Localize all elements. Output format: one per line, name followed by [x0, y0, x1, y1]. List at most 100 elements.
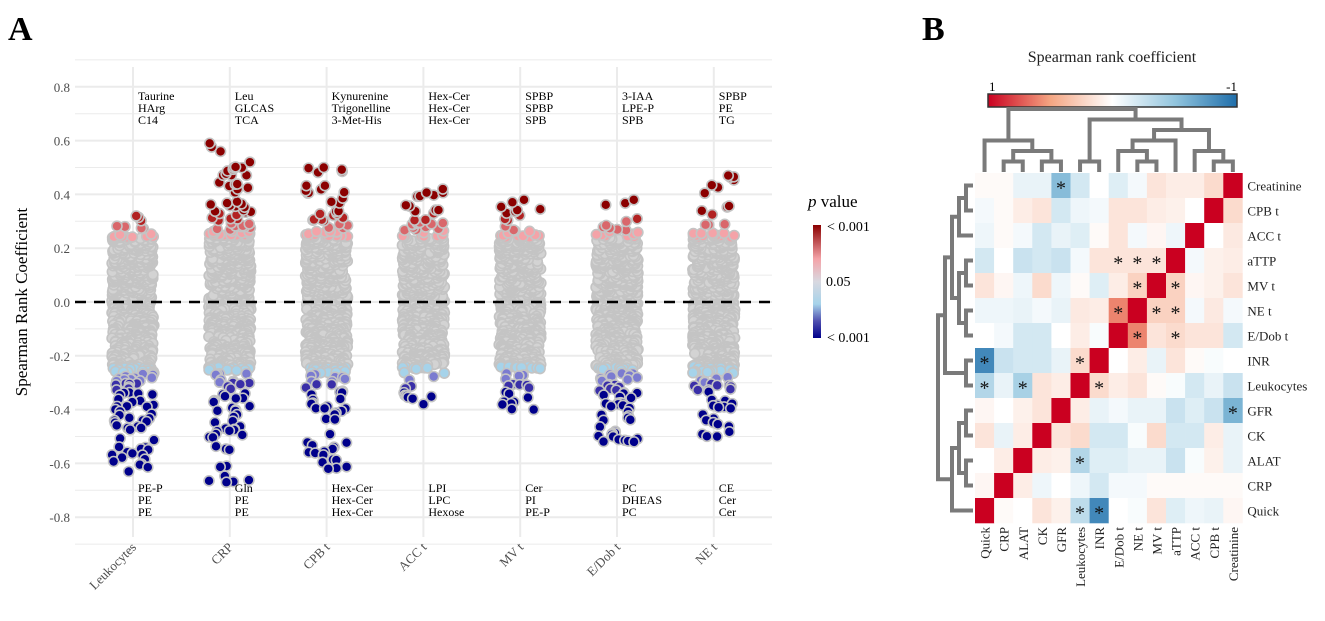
heatmap-cell: [1204, 248, 1224, 274]
heatmap-cell: [1146, 198, 1167, 224]
data-point: [699, 218, 712, 231]
data-point: [534, 203, 547, 215]
data-point: [203, 475, 215, 487]
y-tick-label: -0.8: [49, 510, 70, 525]
data-point: [322, 462, 335, 475]
y-tick-label: -0.4: [49, 403, 70, 418]
data-point: [406, 392, 419, 405]
data-point: [701, 430, 713, 443]
data-point: [621, 373, 634, 386]
dendrogram-branch: [982, 138, 1035, 172]
heatmap-cell: [1108, 198, 1129, 224]
legend-label-top: < 0.001: [827, 220, 870, 235]
heatmap-cell: [994, 273, 1014, 299]
data-point: [523, 381, 535, 394]
strip-plot: 0.80.60.40.20.0-0.2-0.4-0.6-0.8 Leukocyt…: [12, 59, 870, 592]
data-point: [145, 228, 158, 240]
data-point: [723, 426, 736, 438]
dendrogram-branch: [964, 358, 973, 388]
data-point: [724, 383, 737, 396]
data-point: [230, 392, 242, 405]
heatmap-cell: [1013, 248, 1033, 274]
data-point: [142, 461, 154, 474]
data-point: [122, 465, 135, 478]
heatmap-cell: [1013, 298, 1033, 324]
heatmap-cell: [1166, 198, 1186, 224]
heatmap-cell: [994, 323, 1014, 349]
data-point: [437, 183, 449, 195]
heatmap-cell: [1089, 173, 1109, 199]
bottom-metabolite-label: Hex-Cer: [332, 505, 373, 519]
heatmap-cell: [1146, 323, 1167, 349]
heatmap-cell: [1013, 173, 1033, 199]
data-point: [628, 436, 640, 448]
data-point: [318, 402, 331, 415]
data-point: [113, 441, 125, 453]
data-point: [438, 367, 451, 379]
heatmap-cell: [1185, 273, 1205, 299]
y-tick-label: 0.6: [54, 134, 71, 149]
heatmap-cell: [1070, 173, 1090, 199]
heatmap-cell: [1185, 248, 1205, 274]
bottom-metabolite-label: PE-P: [525, 505, 550, 519]
dendrogram-branch: [964, 458, 973, 488]
data-point: [221, 197, 233, 209]
data-point: [224, 383, 237, 395]
data-point: [310, 225, 323, 238]
data-point: [310, 378, 323, 391]
data-point: [244, 156, 256, 168]
heatmap-cell: [1108, 323, 1129, 349]
data-point: [339, 373, 351, 385]
colorbar-label-low: -1: [1226, 79, 1237, 94]
heatmap-cell: [1166, 248, 1186, 274]
data-point: [724, 402, 737, 415]
heatmap-cell: [1070, 273, 1090, 299]
dendrogram-branch: [1135, 159, 1159, 172]
dendrogram-branch: [1211, 159, 1235, 172]
heatmap-cell: [1070, 248, 1090, 274]
heatmap-cell: [1204, 273, 1224, 299]
heatmap-cell: [1146, 273, 1167, 299]
data-point: [110, 419, 123, 432]
heatmap-cell: [1032, 223, 1052, 249]
data-point: [223, 443, 236, 456]
top-metabolite-label: 3-Met-His: [332, 113, 382, 127]
dendrogram-branch: [964, 308, 973, 338]
data-point: [229, 161, 242, 173]
data-point: [523, 225, 536, 238]
data-point: [712, 418, 724, 430]
heatmap-cell: [975, 298, 995, 324]
heatmap-cell: [1108, 273, 1129, 299]
panel-label-b: B: [922, 11, 945, 48]
data-point: [437, 217, 449, 229]
heatmap-cell: [1108, 173, 1129, 199]
heatmap-cell: [1185, 173, 1205, 199]
heatmap-cell: [1070, 223, 1090, 249]
data-point: [600, 219, 612, 232]
heatmap-cell: [1204, 298, 1224, 324]
data-point: [146, 388, 159, 401]
data-point: [728, 229, 740, 242]
heatmap-cell: [1051, 298, 1071, 324]
legend-colorbar: [813, 225, 821, 338]
data-point: [722, 169, 735, 182]
legend-label-bottom: < 0.001: [827, 331, 870, 346]
data-point: [223, 424, 236, 437]
heatmap-cell: [1146, 173, 1167, 199]
data-point: [203, 137, 216, 150]
heatmap-cell: [1223, 298, 1243, 324]
heatmap-cell: [1051, 198, 1071, 224]
top-metabolite-label: C14: [138, 113, 158, 127]
data-point: [496, 398, 509, 411]
data-point: [534, 362, 546, 375]
data-point: [243, 400, 256, 412]
data-point: [506, 403, 518, 415]
heatmap-cell: [1051, 248, 1071, 274]
data-point: [243, 218, 256, 230]
heatmap-cell: [1223, 198, 1243, 224]
data-point: [420, 186, 433, 199]
data-point: [214, 145, 227, 158]
heatmap-cell: [994, 198, 1014, 224]
data-point: [126, 447, 139, 460]
heatmap-cell: [1089, 223, 1109, 249]
